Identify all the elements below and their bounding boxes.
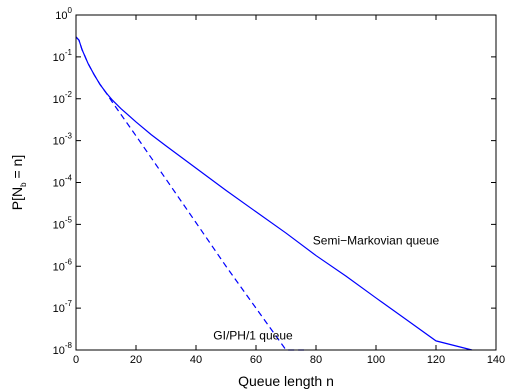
y-tick-exponent: 0: [68, 6, 73, 15]
y-tick-label: 10-3: [53, 132, 73, 148]
y-tick-base: 10: [53, 52, 65, 64]
annotation-label: GI/PH/1 queue: [213, 328, 293, 342]
y-tick-exponent: -7: [65, 299, 73, 308]
x-tick-label: 100: [367, 354, 385, 366]
tick-layer: 0 20 40 60 80 100 120 14010010-110-210-310-410-…: [53, 6, 506, 366]
series-layer: [75, 36, 473, 351]
y-tick-label: 10-5: [53, 215, 73, 231]
y-tick-exponent: -8: [65, 341, 73, 350]
y-tick-exponent: -3: [65, 132, 73, 141]
y-axis-label: P[Nb = n]: [9, 155, 28, 210]
y-tick-exponent: -2: [65, 90, 73, 99]
series-line-gi-ph-1-queue: [75, 36, 304, 351]
x-tick-label: 40: [190, 354, 202, 366]
y-axis-label-base: P[N: [9, 187, 25, 210]
y-tick-base: 10: [53, 303, 65, 315]
x-tick-label: 140: [487, 354, 505, 366]
x-tick-label: 120: [427, 354, 445, 366]
y-axis-label-rest: = n]: [9, 155, 25, 183]
y-tick-label: 100: [55, 6, 72, 22]
y-tick-base: 10: [53, 345, 65, 357]
series-line-semi-markovian-queue: [75, 36, 473, 351]
y-tick-exponent: -4: [65, 174, 73, 183]
y-axis-label-subscript: b: [19, 182, 28, 187]
y-tick-base: 10: [53, 178, 65, 190]
x-tick-label: 80: [310, 354, 322, 366]
y-tick-base: 10: [53, 136, 65, 148]
annotation-layer: Semi−Markovian queue GI/PH/1 queue: [213, 234, 439, 343]
y-tick-exponent: -1: [65, 48, 73, 57]
x-tick-label: 60: [250, 354, 262, 366]
x-tick-label: 20: [130, 354, 142, 366]
y-tick-base: 10: [53, 219, 65, 231]
y-tick-label: 10-1: [53, 48, 73, 64]
x-axis-label: Queue length n: [238, 373, 334, 389]
y-tick-exponent: -5: [65, 215, 73, 224]
y-tick-label: 10-8: [53, 341, 73, 357]
plot-frame: [75, 14, 497, 351]
y-tick-label: 10-7: [53, 299, 73, 315]
y-tick-label: 10-2: [53, 90, 73, 106]
y-tick-label: 10-4: [53, 174, 73, 190]
y-tick-base: 10: [53, 261, 65, 273]
y-tick-exponent: -6: [65, 257, 73, 266]
y-tick-base: 10: [55, 10, 67, 22]
annotation-label: Semi−Markovian queue: [313, 234, 440, 248]
x-tick-label: 0: [73, 354, 79, 366]
y-tick-label: 10-6: [53, 257, 73, 273]
y-tick-base: 10: [53, 94, 65, 106]
